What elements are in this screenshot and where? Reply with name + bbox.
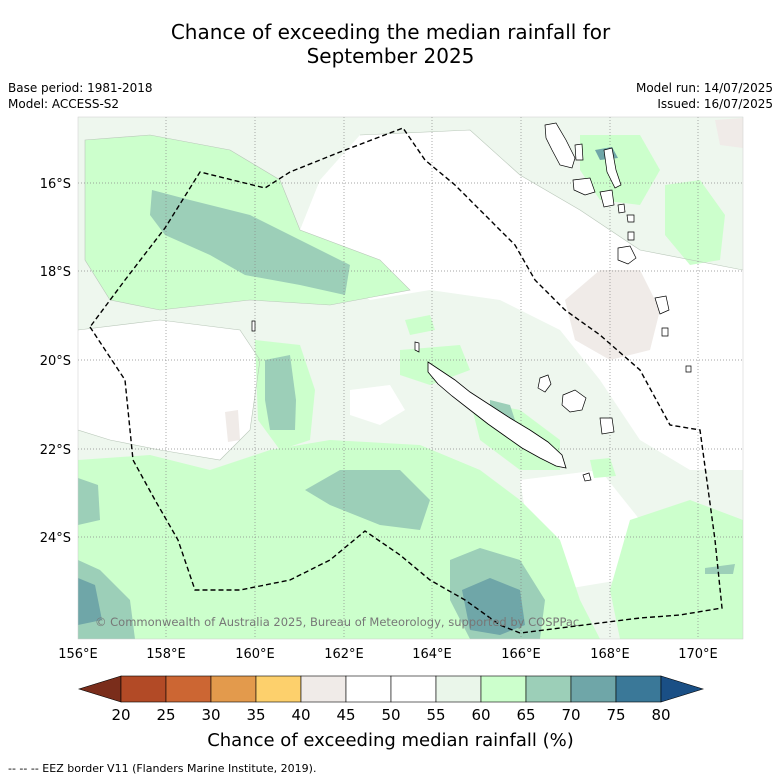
- colorbar-tick-label: 50: [381, 706, 400, 724]
- colorbar-segment: [480, 675, 527, 703]
- contour-teal-west-edge: [78, 478, 100, 525]
- new-caledonia-island: [427, 361, 567, 469]
- eez-footnote: -- -- -- EEZ border V11 (Flanders Marine…: [8, 762, 317, 775]
- lon-label: 158°E: [146, 647, 186, 662]
- loyalty-island-3: [599, 417, 615, 435]
- colorbar-segment: [300, 675, 347, 703]
- model-name: Model: ACCESS-S2: [8, 97, 120, 111]
- lon-label: 164°E: [412, 647, 452, 662]
- contour-darkteal-south: [462, 578, 525, 635]
- colorbar-segment: [615, 675, 662, 703]
- contour-green-isle: [590, 458, 616, 478]
- contour-teal-east-edge: [705, 564, 735, 574]
- contour-teal-west: [265, 355, 296, 430]
- contour-green-mid: [400, 345, 470, 385]
- colorbar-segment: [120, 675, 167, 703]
- colorbar-tick-label: 35: [246, 706, 265, 724]
- colorbar-segment: [525, 675, 572, 703]
- colorbar-segment: [165, 675, 212, 703]
- colorbar-tick-label: 60: [471, 706, 490, 724]
- colorbar-tick-label: 55: [426, 706, 445, 724]
- meta-left: Base period: 1981-2018 Model: ACCESS-S2: [8, 80, 153, 112]
- contour-tan-west: [225, 410, 240, 442]
- lon-label: 166°E: [501, 647, 541, 662]
- lat-label: 22°S: [40, 443, 71, 458]
- loyalty-island-1: [537, 374, 552, 393]
- chart-title: Chance of exceeding the median rainfall …: [0, 20, 781, 68]
- contour-green-small: [405, 315, 435, 335]
- colorbar-segment: [390, 675, 437, 703]
- colorbar-ticks: 20 25 30 35 40 45 50 55 60 65 70 75 80: [111, 706, 670, 724]
- eez-border: [89, 127, 723, 634]
- model-run: Model run: 14/07/2025: [635, 81, 773, 95]
- lon-label: 170°E: [678, 647, 718, 662]
- colorbar-segment: [345, 675, 392, 703]
- colorbar-tick-label: 80: [651, 706, 670, 724]
- lon-label: 162°E: [324, 647, 364, 662]
- loyalty-island-2: [561, 389, 587, 413]
- colorbar-extend-low: [77, 675, 122, 703]
- meta-right: Model run: 14/07/2025 Issued: 16/07/2025: [636, 80, 773, 112]
- contour-white-mid: [350, 385, 405, 425]
- lat-label: 20°S: [40, 354, 71, 369]
- lon-label: 160°E: [235, 647, 275, 662]
- contour-white-central: [300, 130, 743, 470]
- lat-label: 18°S: [40, 265, 71, 280]
- islet-belep: [414, 341, 420, 353]
- colorbar-segment: [255, 675, 302, 703]
- contour-green-east: [665, 180, 725, 265]
- vanuatu-islands: [544, 122, 692, 373]
- colorbar-label: Chance of exceeding median rainfall (%): [207, 730, 574, 751]
- colorbar-extend-high: [660, 675, 705, 703]
- colorbar-tick-label: 20: [111, 706, 130, 724]
- map-panel: © Commonwealth of Australia 2025, Bureau…: [78, 117, 743, 639]
- isle-of-pines: [582, 472, 592, 482]
- colorbar-tick-label: 70: [561, 706, 580, 724]
- contour-darkteal-southwest: [78, 578, 102, 625]
- lon-label: 168°E: [590, 647, 630, 662]
- contour-teal-north: [150, 190, 350, 295]
- contour-tan-north: [715, 118, 743, 148]
- lat-label: 24°S: [40, 531, 71, 546]
- colorbar-tick-label: 25: [156, 706, 175, 724]
- contour-teal-central: [305, 470, 430, 530]
- contour-tan-east: [565, 270, 660, 360]
- colorbar-tick-label: 65: [516, 706, 535, 724]
- contour-green-southeast: [610, 500, 743, 639]
- title-line2: September 2025: [306, 44, 475, 68]
- lon-labels: 156°E 158°E 160°E 162°E 164°E 166°E 168°…: [58, 647, 718, 662]
- base-period: Base period: 1981-2018: [8, 81, 153, 95]
- colorbar-segment: [435, 675, 482, 703]
- title-line1: Chance of exceeding the median rainfall …: [170, 20, 611, 44]
- colorbar-tick-label: 45: [336, 706, 355, 724]
- islet-chesterfield: [251, 320, 256, 332]
- copyright-text: © Commonwealth of Australia 2025, Bureau…: [95, 615, 579, 629]
- colorbar: [77, 675, 705, 703]
- colorbar-segment: [210, 675, 257, 703]
- colorbar-segment: [570, 675, 617, 703]
- contour-white-west: [78, 320, 260, 460]
- map-gridlines: [78, 117, 743, 639]
- colorbar-tick-label: 40: [291, 706, 310, 724]
- colorbar-tick-label: 30: [201, 706, 220, 724]
- colorbar-tick-label: 75: [606, 706, 625, 724]
- lat-label: 16°S: [40, 177, 71, 192]
- map-frame: [77, 116, 744, 640]
- lat-labels: 16°S 18°S 20°S 22°S 24°S: [40, 177, 71, 546]
- lon-label: 156°E: [58, 647, 98, 662]
- issued-date: Issued: 16/07/2025: [657, 97, 773, 111]
